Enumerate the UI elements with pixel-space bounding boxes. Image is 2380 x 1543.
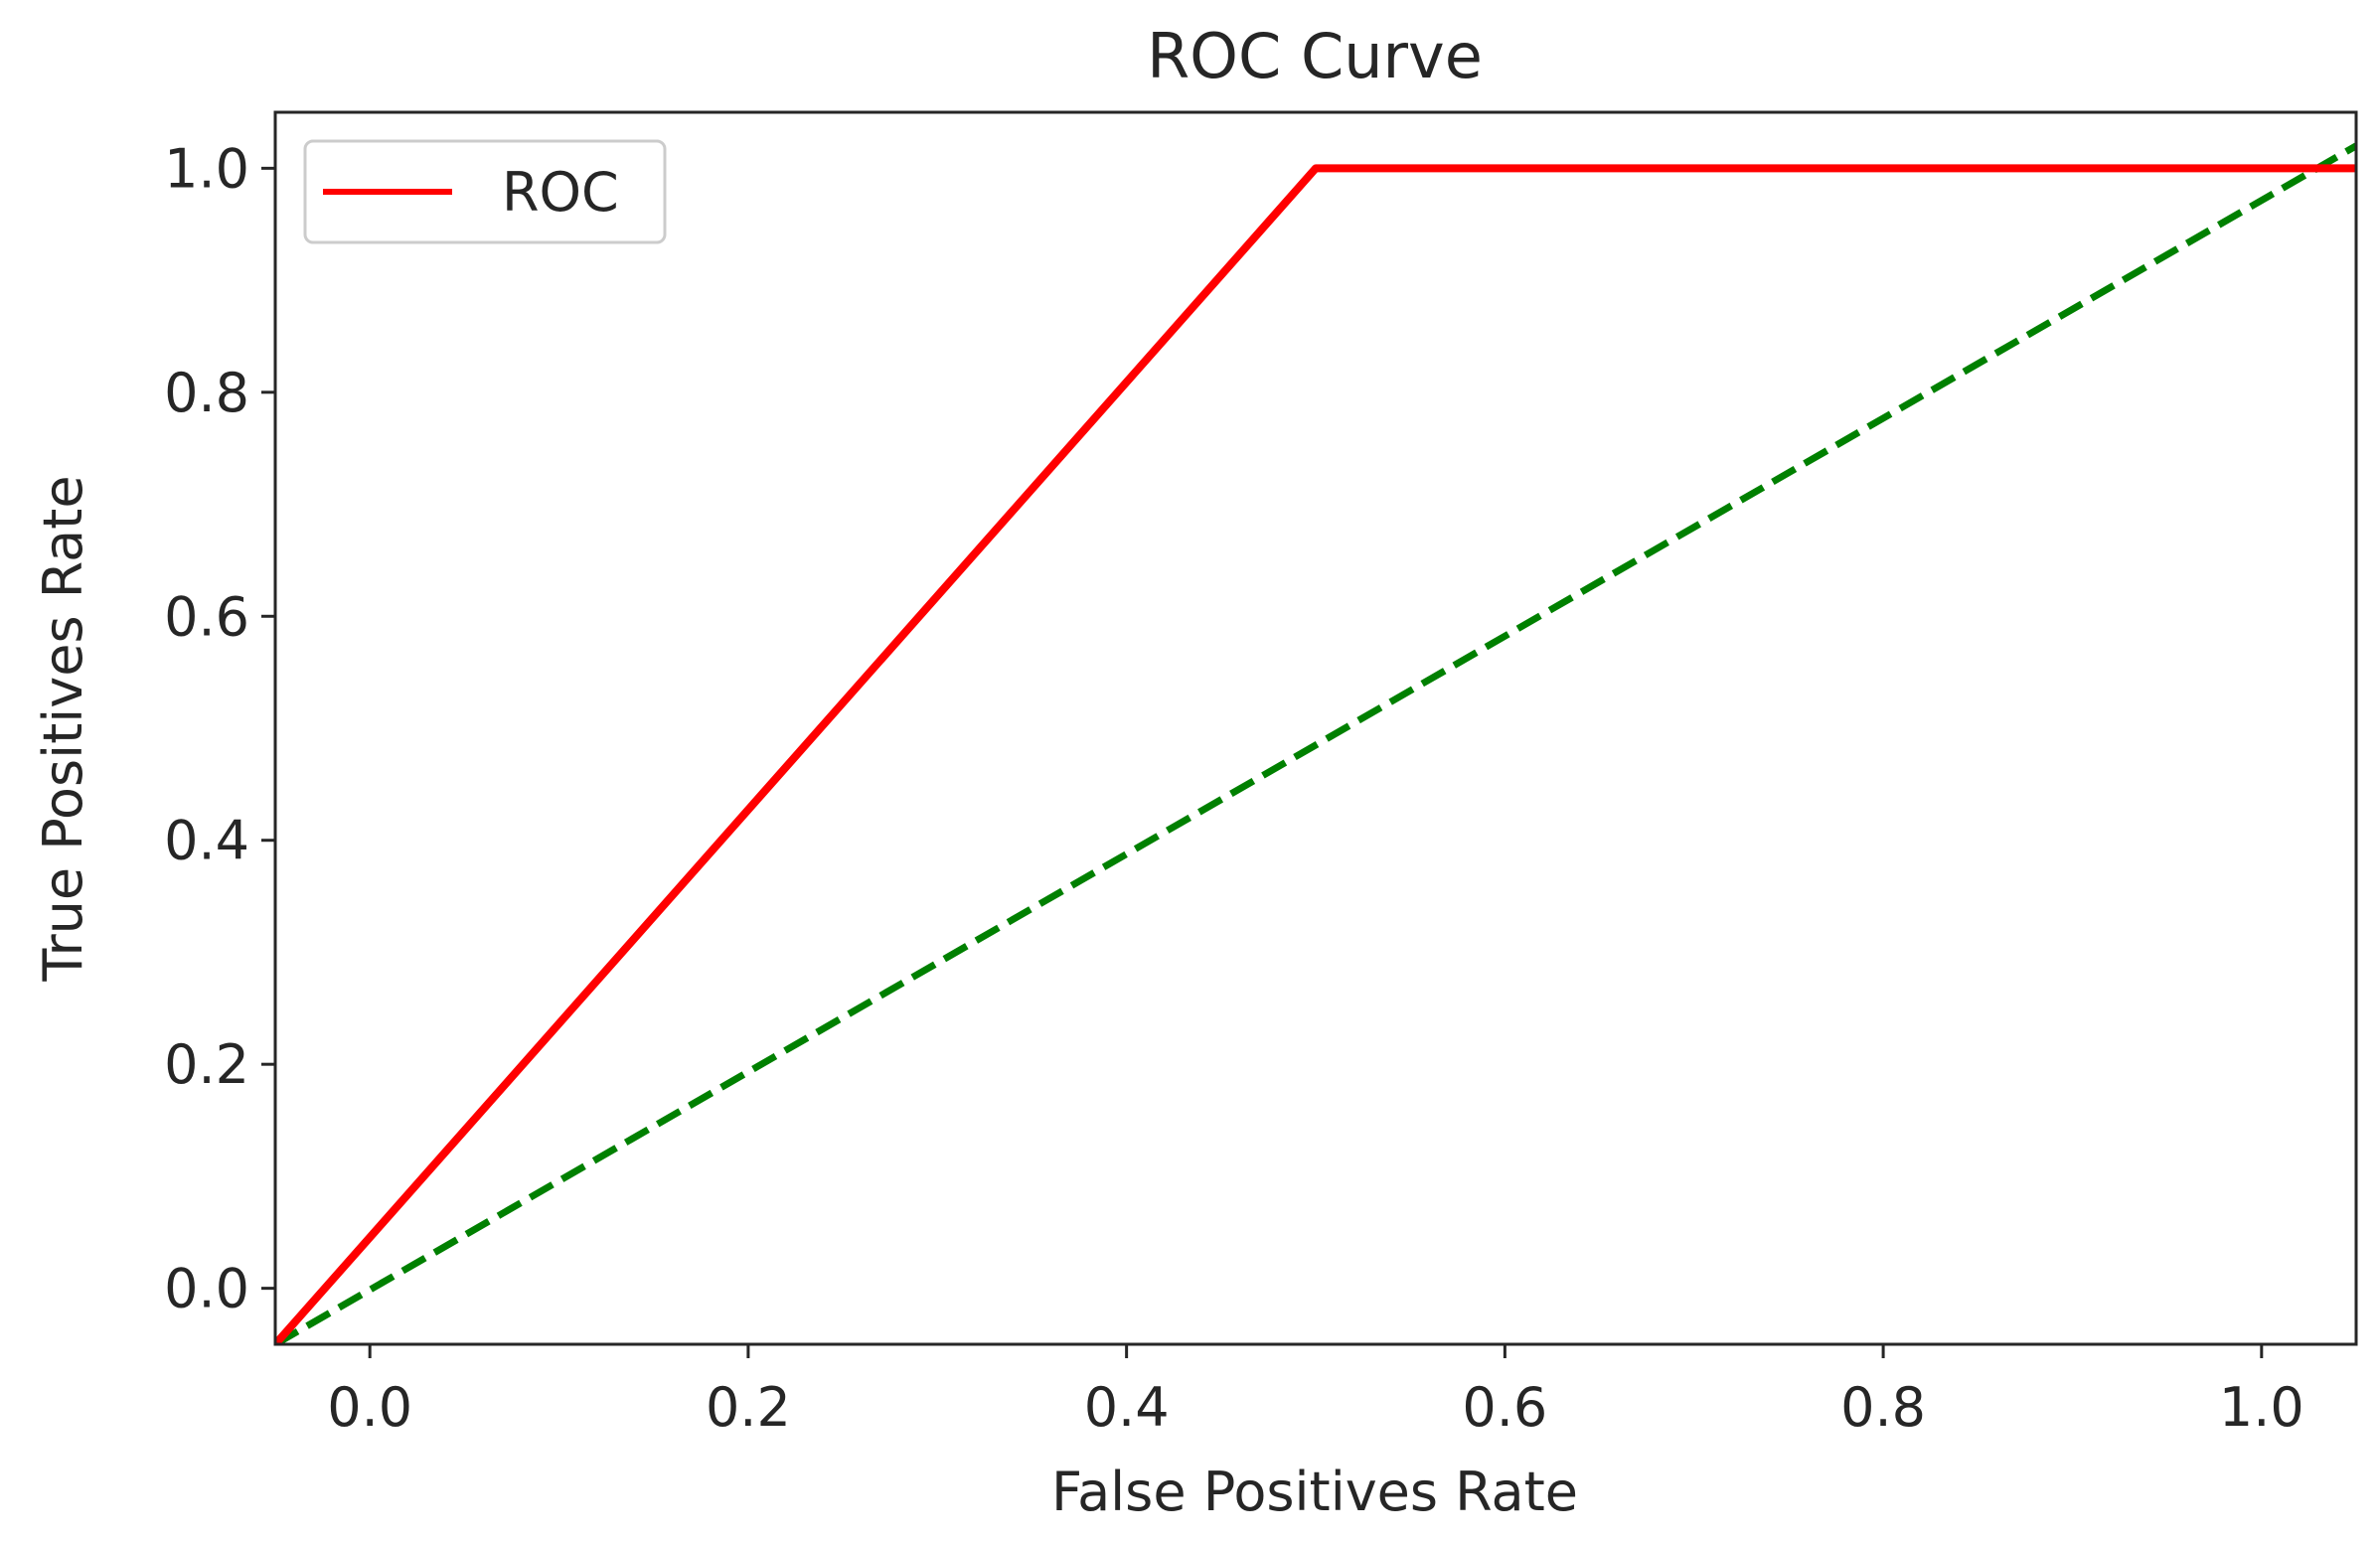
- y-axis: 0.0 0.2 0.4 0.6 0.8 1.0: [164, 137, 275, 1320]
- x-tick-label: 0.0: [327, 1376, 412, 1439]
- y-tick-label: 0.8: [164, 362, 249, 424]
- y-tick-label: 0.0: [164, 1258, 249, 1320]
- plot-frame: [273, 110, 2358, 1346]
- x-tick-label: 0.8: [1840, 1376, 1926, 1439]
- series-roc-line: [275, 164, 2356, 1344]
- legend-box: [303, 139, 667, 244]
- plot-area: [275, 142, 2356, 1344]
- x-axis: 0.0 0.2 0.4 0.6 0.8 1.0: [327, 1344, 2304, 1439]
- y-tick-label: 0.4: [164, 810, 249, 872]
- x-tick-label: 0.2: [706, 1376, 791, 1439]
- chart-title: ROC Curve: [1147, 20, 1483, 92]
- y-tick-label: 0.6: [164, 585, 249, 648]
- x-tick-label: 1.0: [2219, 1376, 2304, 1439]
- x-tick-label: 0.6: [1462, 1376, 1547, 1439]
- chance-diagonal-line: [275, 142, 2356, 1344]
- x-axis-label: False Positives Rate: [1051, 1461, 1578, 1523]
- legend-label-roc: ROC: [502, 161, 619, 224]
- legend: ROC: [303, 139, 667, 244]
- y-axis-label: True Positives Rate: [32, 475, 94, 982]
- x-tick-label: 0.4: [1084, 1376, 1170, 1439]
- y-tick-label: 0.2: [164, 1033, 249, 1096]
- y-tick-label: 1.0: [164, 137, 249, 200]
